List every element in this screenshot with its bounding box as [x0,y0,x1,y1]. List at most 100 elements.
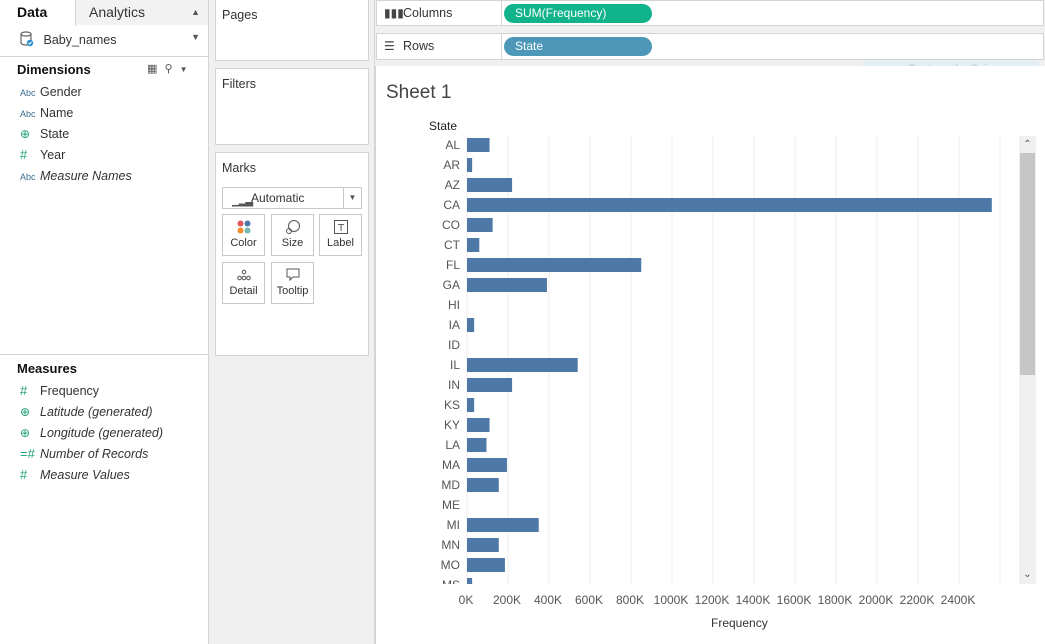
bar-ia[interactable] [467,318,475,332]
category-label[interactable]: IA [449,318,460,332]
field-item[interactable]: Abc Measure Names [20,166,132,186]
label-button[interactable]: T Label [319,214,362,256]
category-label[interactable]: CO [442,218,460,232]
number-type-icon: # [20,147,28,162]
category-label[interactable]: AZ [445,178,460,192]
x-tick-label: 0K [459,593,474,607]
pages-card[interactable]: Pages [215,0,369,61]
bar-ky[interactable] [467,418,490,432]
label-label: Label [327,237,354,249]
category-label[interactable]: AL [445,138,460,152]
search-icon[interactable]: ⚲ [164,63,173,75]
category-label[interactable]: MS [442,578,460,584]
bar-al[interactable] [467,138,490,152]
detail-button[interactable]: Detail [222,262,265,304]
field-item[interactable]: =# Number of Records [20,444,148,464]
rows-icon: ☰ [384,39,395,53]
x-tick-label: 400K [534,593,562,607]
columns-label-text: Columns [403,6,453,20]
filters-title: Filters [222,77,257,91]
category-label[interactable]: LA [445,438,460,452]
size-button[interactable]: Size [271,214,314,256]
field-item[interactable]: Abc Name [20,103,73,123]
x-tick-label: 1000K [654,593,689,607]
marks-card: Marks ▁▂▃ Automatic ▼ Color Size T Label [215,152,369,356]
mark-type-dropdown[interactable]: ▁▂▃ Automatic ▼ [222,187,362,209]
color-icon [223,215,264,237]
category-label[interactable]: AR [443,158,460,172]
bar-in[interactable] [467,378,513,392]
rows-shelf[interactable]: ☰ Rows State [376,33,1044,60]
field-label: Number of Records [40,447,149,461]
filters-card[interactable]: Filters [215,68,369,145]
category-label[interactable]: FL [446,258,460,272]
category-label[interactable]: CA [443,198,460,212]
bar-il[interactable] [467,358,578,372]
divider [0,56,208,57]
bar-ma[interactable] [467,458,507,472]
field-item[interactable]: ⊕ Longitude (generated) [20,423,163,443]
scroll-up-icon[interactable]: ⌃ [1023,139,1032,150]
field-label: State [40,127,70,141]
category-label[interactable]: KY [444,418,460,432]
category-label[interactable]: MN [441,538,460,552]
sheet-title[interactable]: Sheet 1 [386,82,452,103]
category-label[interactable]: IN [448,378,460,392]
field-item[interactable]: # Year [20,145,65,165]
mark-type-value: Automatic [251,191,305,205]
scrollbar-thumb[interactable] [1020,153,1035,375]
marks-title: Marks [222,161,257,175]
data-pane: Data Analytics ▲ ▼ Baby_names Dimensions … [0,0,209,644]
tab-analytics[interactable]: Analytics ▲ ▼ [76,0,208,42]
plot-area: AL AR AZ CA CO CT FL GA HI IA ID IL IN KS KY LA MA MD ME MI… [376,136,1036,584]
bar-fl[interactable] [467,258,642,272]
field-item[interactable]: ⊕ Latitude (generated) [20,402,153,422]
row-header-state[interactable]: State [429,119,458,133]
detail-label: Detail [229,285,258,297]
bar-ms[interactable] [467,578,473,584]
bar-la[interactable] [467,438,487,452]
list-view-icon[interactable]: ▦ [147,63,158,75]
category-label[interactable]: GA [443,278,460,292]
bar-mn[interactable] [467,538,499,552]
state-pill[interactable]: State [504,37,652,56]
scroll-down-icon[interactable]: ⌄ [1023,569,1032,580]
bar-co[interactable] [467,218,493,232]
menu-dropdown-icon[interactable]: ▼ [179,65,188,74]
up-down-arrow-icon[interactable]: ▲ ▼ [191,7,200,42]
bar-ks[interactable] [467,398,475,412]
bar-mo[interactable] [467,558,505,572]
category-label[interactable]: IL [450,358,460,372]
bar-mi[interactable] [467,518,539,532]
x-tick-label: 200K [493,593,521,607]
x-tick-label: 800K [616,593,644,607]
color-button[interactable]: Color [222,214,265,256]
category-label[interactable]: KS [444,398,460,412]
category-label[interactable]: CT [444,238,461,252]
bar-ar[interactable] [467,158,473,172]
bar-ga[interactable] [467,278,547,292]
tooltip-button[interactable]: Tooltip [271,262,314,304]
datasource-item[interactable]: Baby_names [20,31,116,49]
bar-az[interactable] [467,178,513,192]
columns-shelf[interactable]: ▮▮▮ Columns SUM(Frequency) [376,0,1044,26]
field-item[interactable]: Abc Gender [20,82,82,102]
field-item[interactable]: # Frequency [20,381,99,401]
x-tick-label: 2000K [859,593,894,607]
category-label[interactable]: MA [442,458,460,472]
bar-md[interactable] [467,478,499,492]
category-label[interactable]: ID [448,338,460,352]
vertical-scrollbar[interactable]: ⌃ ⌄ [1019,136,1036,584]
bar-ct[interactable] [467,238,480,252]
category-label[interactable]: ME [442,498,460,512]
x-tick-label: 1800K [818,593,853,607]
sum-frequency-pill[interactable]: SUM(Frequency) [504,4,652,23]
category-label[interactable]: HI [448,298,460,312]
category-label[interactable]: MD [441,478,460,492]
field-item[interactable]: ⊕ State [20,124,69,144]
field-item[interactable]: # Measure Values [20,465,130,485]
category-label[interactable]: MI [447,518,460,532]
tab-data[interactable]: Data [0,0,76,26]
bar-ca[interactable] [467,198,992,212]
category-label[interactable]: MO [441,558,460,572]
